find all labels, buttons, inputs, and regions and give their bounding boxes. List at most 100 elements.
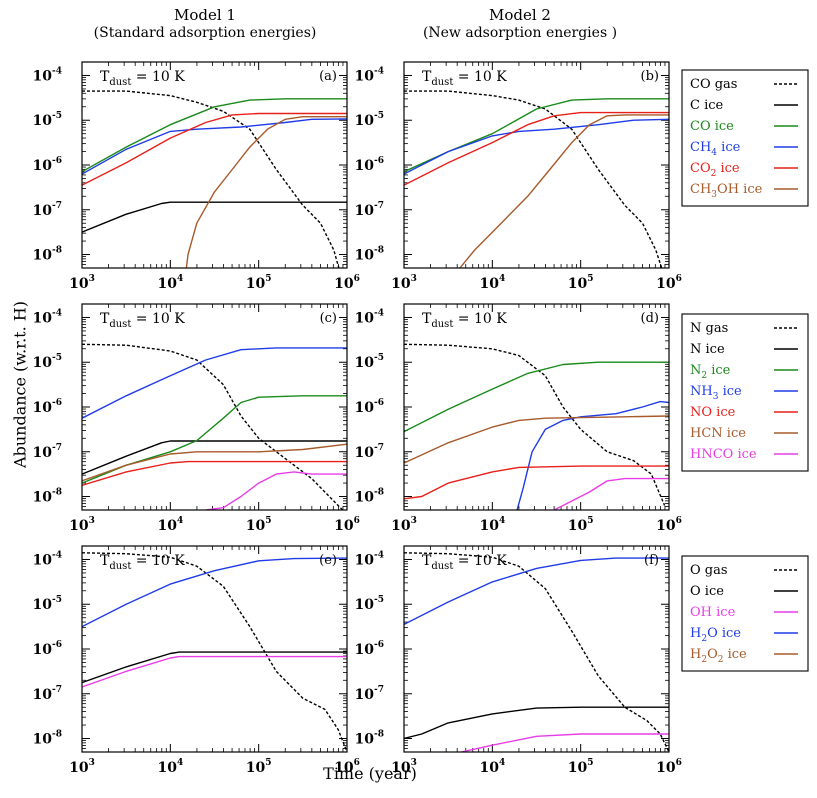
y-tick-base: 10 [355, 687, 375, 703]
legend-subscript: 3 [713, 392, 719, 402]
y-tick-label: 10-5 [33, 595, 62, 613]
series-line-ch3oh-ice [459, 114, 669, 268]
series-line-o-ice [82, 651, 347, 684]
y-tick-exponent: -5 [374, 595, 384, 605]
x-tick-label: 106 [334, 758, 360, 776]
legend-text: H [690, 647, 701, 662]
legend-subscript: 2 [711, 169, 717, 179]
y-tick-base: 10 [355, 355, 375, 371]
annotation-subscript: dust [431, 561, 453, 572]
legend-label: CO ice [690, 119, 734, 134]
y-tick-base: 10 [33, 552, 53, 568]
y-tick-base: 10 [33, 597, 53, 613]
series-line-o-ice [404, 706, 669, 740]
legend-label: H2O ice [690, 626, 741, 644]
panel-label: (b) [641, 69, 659, 84]
x-tick-base: 10 [246, 760, 266, 776]
y-tick-base: 10 [33, 445, 53, 461]
x-tick-base: 10 [334, 518, 354, 534]
annotation-subscript: dust [109, 77, 131, 88]
legend-label: CH4 ice [690, 140, 741, 158]
legend-label: NO ice [690, 405, 736, 420]
y-tick-base: 10 [33, 642, 53, 658]
panel-label: (c) [320, 311, 337, 326]
legend-text: O ice [690, 584, 724, 599]
x-tick-base: 10 [568, 518, 588, 534]
x-tick-label: 106 [334, 516, 360, 534]
plot-frame [81, 61, 348, 269]
y-tick-base: 10 [355, 490, 375, 506]
y-tick-exponent: -7 [52, 201, 62, 211]
y-tick-label: 10-5 [355, 353, 384, 371]
x-tick-label: 104 [157, 516, 183, 534]
column-header-model-2: Model 2 (New adsorption energies ) [370, 6, 670, 42]
temperature-annotation: Tdust = 10 K [422, 553, 507, 572]
legend-text: CH [690, 182, 711, 197]
y-tick-exponent: -5 [52, 353, 62, 363]
annotation-subscript: dust [431, 319, 453, 330]
y-tick-label: 10-6 [355, 398, 384, 416]
series-line-no-ice [404, 465, 669, 500]
column-subtitle: (Standard adsorption energies) [93, 25, 317, 41]
legend-text: OH ice [690, 605, 736, 620]
x-tick-label: 106 [656, 274, 682, 292]
x-tick-label: 103 [391, 274, 417, 292]
x-tick-base: 10 [656, 518, 676, 534]
series-line-hnco-ice [553, 477, 669, 510]
series-line-no-ice [82, 460, 347, 486]
y-tick-base: 10 [355, 203, 375, 219]
x-tick-base: 10 [246, 276, 266, 292]
x-tick-exponent: 5 [587, 758, 593, 768]
x-tick-label: 103 [69, 758, 95, 776]
series-line-n-gas [404, 343, 666, 506]
panel-label: (d) [641, 311, 659, 326]
y-tick-base: 10 [33, 158, 53, 174]
series-line-ch4-ice [404, 118, 669, 175]
x-tick-base: 10 [157, 276, 177, 292]
x-tick-exponent: 4 [499, 516, 505, 526]
plot-frame [81, 545, 348, 753]
annotation-value: = 10 K [131, 553, 185, 569]
legend-subscript: 2 [718, 655, 724, 665]
plot-frame [403, 545, 670, 753]
y-tick-exponent: -6 [374, 398, 384, 408]
legend-text: O gas [690, 563, 728, 578]
series-line-oh-ice [461, 733, 669, 752]
y-tick-label: 10-8 [355, 488, 384, 506]
y-tick-exponent: -7 [52, 443, 62, 453]
legend-subscript: 2 [701, 634, 707, 644]
temperature-annotation: Tdust = 10 K [100, 69, 185, 88]
x-tick-label: 105 [568, 516, 594, 534]
x-tick-exponent: 5 [265, 516, 271, 526]
legend-text: CO ice [690, 119, 734, 134]
y-tick-base: 10 [33, 490, 53, 506]
series-line-co2-ice [404, 111, 669, 186]
y-tick-label: 10-5 [33, 111, 62, 129]
x-tick-exponent: 3 [411, 274, 417, 284]
y-tick-base: 10 [33, 68, 53, 84]
series-line-hnco-ice [205, 471, 347, 510]
x-tick-label: 106 [656, 758, 682, 776]
annotation-value: = 10 K [453, 69, 507, 85]
series-line-co2-ice [82, 112, 347, 186]
y-tick-base: 10 [355, 158, 375, 174]
series-line-n2-ice [82, 395, 347, 484]
legend-label: C ice [690, 98, 724, 113]
y-tick-exponent: -7 [374, 201, 384, 211]
y-tick-exponent: -4 [52, 308, 62, 318]
temperature-annotation: Tdust = 10 K [100, 553, 185, 572]
y-tick-exponent: -4 [374, 550, 384, 560]
y-tick-base: 10 [355, 642, 375, 658]
legend-text: N [690, 363, 701, 378]
legend-text: OH ice [717, 182, 763, 197]
x-tick-base: 10 [157, 518, 177, 534]
series-line-n2-ice [404, 361, 669, 433]
x-tick-exponent: 6 [354, 516, 360, 526]
y-tick-exponent: -8 [52, 246, 62, 256]
annotation-subscript: dust [109, 319, 131, 330]
y-tick-label: 10-6 [33, 640, 62, 658]
x-tick-exponent: 4 [177, 516, 183, 526]
